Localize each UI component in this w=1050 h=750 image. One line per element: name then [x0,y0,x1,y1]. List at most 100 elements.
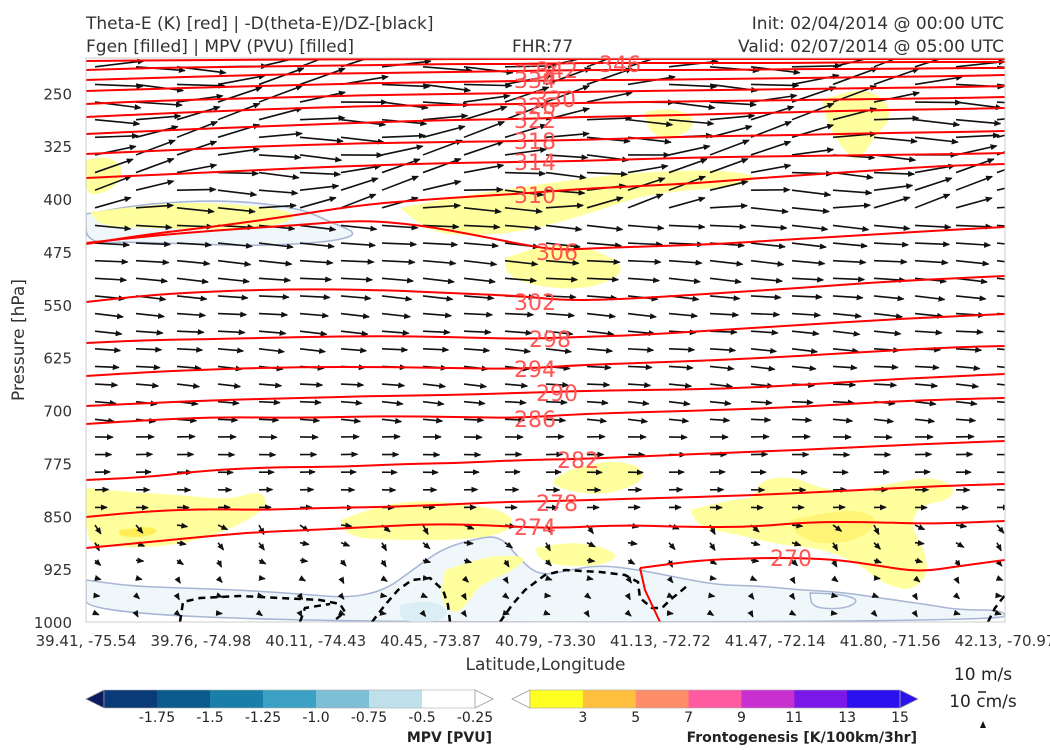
wind-vector [381,83,431,90]
wind-vector [914,74,963,86]
wind-vector [832,330,861,337]
theta-e-label-326: 326 [514,95,556,120]
wind-vector [135,179,175,191]
wind-vector [463,294,495,301]
wind-vector [135,329,164,336]
wind-vector [135,101,183,108]
wind-vector [914,524,926,531]
wind-vector [504,102,548,121]
fgen-colorbar-tick: 15 [891,710,909,726]
wind-vector [463,540,474,546]
wind-vector [953,609,961,616]
wind-vector [955,118,1002,127]
wind-vector [299,294,331,301]
wind-vector [627,417,649,424]
wind-vector [996,295,1005,298]
wind-vector [545,575,553,581]
wind-vector [135,575,143,581]
wind-vector [627,118,674,128]
y-tick-label: 475 [43,244,72,262]
wind-vector [176,522,189,529]
wind-vector [504,224,542,231]
wind-vector [586,196,624,209]
wind-vector [94,258,129,265]
wind-vector [340,417,362,424]
vector-key-horizontal-label: 10 m/s [954,665,1012,685]
wind-vector [176,259,211,267]
wind-vector [996,187,1005,191]
wind-vector [258,202,298,209]
x-axis-label: Latitude,Longitude [466,655,626,675]
wind-vector [668,223,706,230]
wind-vector [914,382,939,389]
wind-vector [789,576,796,585]
wind-vector [668,83,718,90]
wind-vector [381,132,427,139]
wind-vector [217,311,248,318]
wind-vector [627,330,656,337]
wind-vector [422,382,447,389]
wind-vector [586,67,633,86]
wind-vector [339,559,347,567]
wind-vector [381,158,421,174]
wind-vector [463,311,494,318]
fgen-region [400,170,754,235]
wind-vector [463,82,513,89]
wind-vector [873,557,883,564]
wind-vector [873,330,902,337]
title-left-line1: Theta-E (K) [red] | -D(theta-E)/DZ-[blac… [86,14,434,34]
wind-vector [586,294,618,301]
mpv-colorbar-segment [316,690,370,708]
x-tick-label: 39.41, -75.54 [36,632,137,650]
wind-vector [173,592,180,601]
wind-vector [545,381,570,388]
wind-vector [995,575,1004,581]
wind-vector [217,294,249,301]
wind-vector [258,293,290,300]
wind-vector [217,170,260,177]
fgen-colorbar-tick: 9 [737,710,746,726]
wind-vector [747,592,755,600]
forecast-hour: FHR:77 [512,37,574,57]
wind-vector [624,592,631,601]
wind-vector [709,365,735,372]
y-axis-label: Pressure [hPa] [9,279,29,401]
wind-vector [955,329,984,336]
wind-vector [545,202,585,209]
wind-vector [747,610,754,618]
wind-vector [952,592,961,600]
wind-vector [381,312,412,320]
wind-vector [666,592,675,599]
wind-vector [463,207,502,215]
wind-vector [666,576,674,584]
wind-vector [380,575,388,582]
wind-vector [217,146,261,156]
wind-vector [914,417,936,424]
wind-vector [217,524,229,531]
mpv-colorbar-tick: -0.5 [408,710,435,726]
theta-e-label-306: 306 [536,241,578,266]
theta-e-label-346: 346 [599,53,641,78]
wind-vectors [91,58,1005,618]
wind-vector [996,383,1005,386]
wind-vector [668,364,694,371]
wind-vector [750,163,792,174]
wind-vector [831,542,839,552]
wind-vector [955,223,993,230]
wind-vector [94,417,116,424]
wind-vector [217,542,225,551]
mpv-colorbar-tick: -0.25 [457,710,493,726]
wind-vector [708,592,716,599]
wind-vector [831,575,839,583]
wind-vector [955,417,977,424]
wind-vector [996,330,1005,333]
fgen-core [790,510,875,544]
wind-vector [586,242,623,249]
title-left-line2: Fgen [filled] | MPV (PVU) [filled] [86,37,355,57]
wind-vector [176,207,215,215]
wind-vector [706,609,715,617]
wind-vector [791,276,825,283]
theta-e-contour-282 [86,440,1005,481]
theta-e-label-334: 334 [514,69,556,94]
